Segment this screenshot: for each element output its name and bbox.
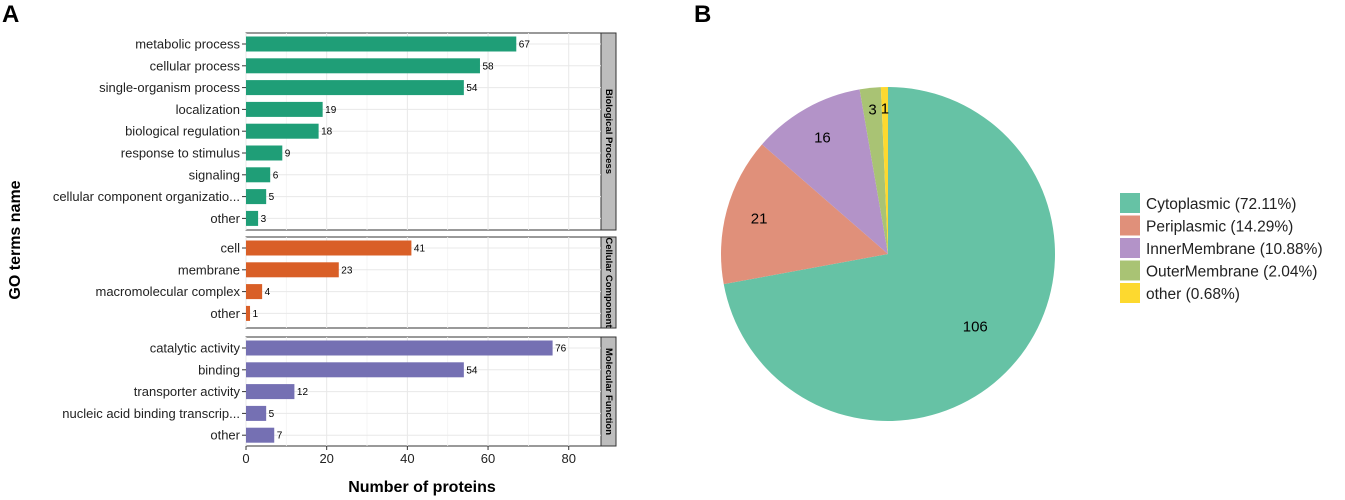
legend-item-innermembrane: InnerMembrane (10.88%) [1120,238,1323,258]
pie-legend: Cytoplasmic (72.11%) Periplasmic (14.29%)… [1120,193,1323,303]
y-axis-title: GO terms name [7,180,24,299]
panel-label-b: B [694,1,711,28]
bar-value-label: 9 [285,149,291,160]
bar-value-label: 1 [253,309,259,320]
pie-slice-periplasmic [721,144,888,285]
bar-other [246,210,259,226]
legend-swatch [1120,283,1140,303]
legend-label: Cytoplasmic (72.11%) [1146,196,1296,213]
pie-slice-outermembrane [859,87,888,254]
bar-value-label: 12 [297,387,309,398]
bar-membrane [246,262,339,278]
pie-slice-value-label: 21 [751,211,768,228]
bar-transporter-activity [246,384,295,400]
legend-item-periplasmic: Periplasmic (14.29%) [1120,215,1293,236]
x-axis-title: Number of proteins [348,479,496,496]
bar-other [246,305,251,321]
facet-molecular-function: Molecular Function 76 catalytic activity 54… [62,336,617,447]
facet-strip-label: Biological Process [603,89,614,174]
bar-value-label: 23 [341,265,353,276]
legend-item-other: other (0.68%) [1120,283,1240,303]
legend-item-cytoplasmic: Cytoplasmic (72.11%) [1120,193,1296,213]
bar-value-label: 5 [269,192,275,203]
y-tick-label: biological regulation [125,124,240,139]
facet-strip-label: Cellular Component [603,237,614,328]
bar-value-label: 58 [482,61,494,72]
pie-slice-innermembrane [762,89,888,254]
pie-slice-value-label: 16 [814,130,831,147]
bar-value-label: 6 [273,170,279,181]
legend-swatch [1120,238,1140,258]
pie-slice-cytoplasmic [723,87,1055,422]
legend-swatch [1120,215,1140,236]
bar-binding [246,362,464,378]
bar-value-label: 18 [321,127,333,138]
y-tick-label: response to stimulus [121,146,241,161]
bar-value-label: 67 [519,40,531,51]
y-tick-label: cellular component organizatio... [53,189,240,204]
pie-slice-value-label: 3 [868,102,876,119]
legend-label: Periplasmic (14.29%) [1146,219,1293,236]
facet-biological-process: Biological Process 67 metabolic process 58 c… [53,32,617,231]
bar-catalytic-activity [246,340,553,356]
bar-response-to-stimulus [246,145,283,161]
y-tick-label: transporter activity [134,384,241,399]
bar-value-label: 76 [555,344,567,355]
bar-cell [246,240,412,256]
x-tick-label: 20 [319,451,333,466]
bar-value-label: 54 [466,365,478,376]
bar-value-label: 41 [414,244,426,255]
bar-biological-regulation [246,123,319,139]
pie-slice-value-label: 106 [963,319,988,336]
x-tick-label: 0 [242,451,249,466]
legend-label: InnerMembrane (10.88%) [1146,241,1323,258]
x-tick-label: 40 [400,451,414,466]
y-tick-label: binding [198,362,240,377]
bar-localization [246,101,323,117]
y-tick-label: catalytic activity [150,341,241,356]
bar-value-label: 19 [325,105,337,116]
bar-cellular-component-organizatio [246,189,267,205]
bar-nucleic-acid-binding-transcrip [246,405,267,421]
pie-chart: 106 21 16 3 1 [721,87,1055,422]
y-tick-label: other [210,211,240,226]
y-tick-label: other [210,428,240,443]
x-tick-label: 60 [481,451,495,466]
pie-slice-value-label: 1 [881,101,889,118]
y-tick-label: localization [176,102,240,117]
y-tick-label: signaling [189,167,240,182]
legend-swatch [1120,193,1140,213]
x-tick-label: 80 [561,451,575,466]
y-tick-label: other [210,306,240,321]
y-tick-label: cellular process [150,58,241,73]
facet-strip-label: Molecular Function [603,348,614,435]
bar-value-label: 5 [269,409,275,420]
bar-metabolic-process [246,36,517,52]
bar-cellular-process [246,58,480,74]
legend-item-outermembrane: OuterMembrane (2.04%) [1120,260,1317,281]
y-tick-label: membrane [178,262,240,277]
y-tick-label: nucleic acid binding transcrip... [62,406,240,421]
bar-value-label: 4 [265,287,271,298]
bar-value-label: 54 [466,83,478,94]
panel-label-a: A [2,1,19,28]
bar-other [246,427,275,443]
y-tick-label: macromolecular complex [96,284,241,299]
legend-swatch [1120,260,1140,281]
bar-single-organism-process [246,80,464,96]
legend-label: other (0.68%) [1146,286,1240,303]
y-tick-label: single-organism process [99,80,240,95]
bar-macromolecular-complex [246,284,263,300]
pie-slice-other [880,87,888,254]
facet-cellular-component: Cellular Component 41 cell 23 membrane 4 macro… [96,236,617,329]
bar-value-label: 3 [261,214,267,225]
legend-label: OuterMembrane (2.04%) [1146,264,1317,281]
y-tick-label: metabolic process [135,37,240,52]
bar-value-label: 7 [277,431,283,442]
y-tick-label: cell [220,241,240,256]
bar-signaling [246,167,271,183]
facet-strip [600,236,617,329]
